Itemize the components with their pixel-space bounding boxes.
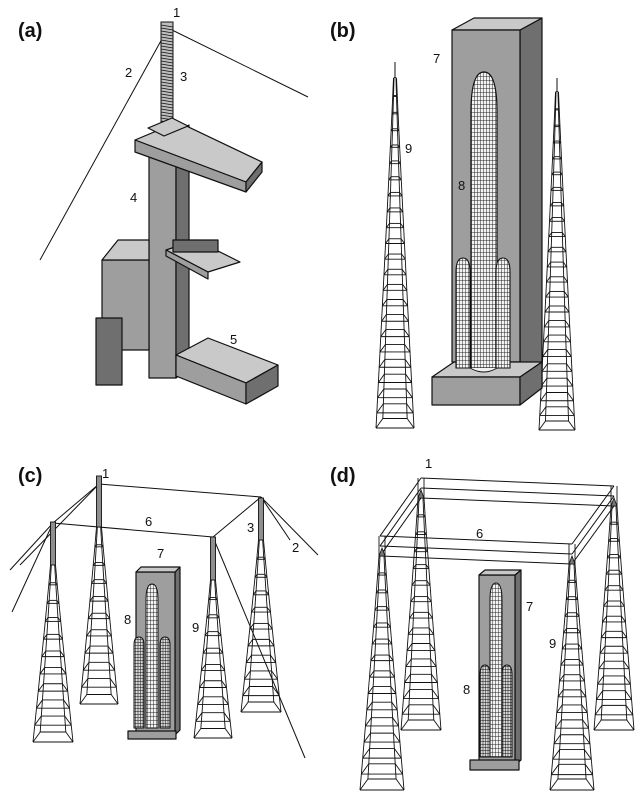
left-block-top [101, 239, 150, 261]
lattice-tower-c2 [79, 475, 119, 705]
lattice-tower-right [538, 78, 576, 431]
launch-base-side [519, 361, 543, 406]
panel-c: (c) 1 6 3 2 7 [9, 465, 319, 759]
label-d-9: 9 [549, 636, 556, 651]
lattice-tower-d4 [593, 496, 635, 731]
label-a-2: 2 [125, 65, 132, 80]
label-c-8: 8 [124, 612, 131, 627]
label-a-1: 1 [173, 5, 180, 20]
label-c-3: 3 [247, 520, 254, 535]
label-c-7: 7 [157, 546, 164, 561]
panel-b-label: (b) [330, 20, 356, 42]
c-rocket [133, 583, 171, 729]
lattice-tower-c3 [193, 536, 233, 739]
label-c-6: 6 [145, 514, 152, 529]
label-d-6: 6 [476, 526, 483, 541]
c-structure-top [135, 566, 181, 573]
label-a-4: 4 [130, 190, 137, 205]
lattice-tower-d3 [549, 554, 595, 791]
label-a-5: 5 [230, 332, 237, 347]
lattice-tower-c4 [240, 497, 282, 713]
label-c-9: 9 [192, 620, 199, 635]
d-rocket [479, 582, 513, 758]
lattice-tower-d1 [359, 546, 405, 791]
lattice-tower-c1 [32, 521, 74, 743]
panel-d-label: (d) [330, 465, 356, 487]
guy-wire-left [39, 27, 169, 261]
c-structure-side [174, 566, 181, 736]
lattice-tower-left [375, 62, 415, 429]
middle-arm-front [165, 249, 209, 280]
lightning-mast [160, 21, 174, 133]
label-b-7: 7 [433, 51, 440, 66]
overhead-wire-net [9, 483, 319, 759]
c-base [127, 730, 177, 740]
label-d-1: 1 [425, 456, 432, 471]
guy-wire-right [167, 27, 309, 98]
middle-block [172, 239, 219, 253]
upper-arm-end [245, 161, 263, 193]
d-base [469, 759, 520, 771]
launch-structure-side [519, 17, 543, 403]
label-d-7: 7 [526, 599, 533, 614]
label-a-3: 3 [180, 69, 187, 84]
label-c-1: 1 [102, 466, 109, 481]
panel-a-label: (a) [18, 20, 42, 42]
label-c-2: 2 [292, 540, 299, 555]
panel-a: (a) 1 2 3 4 5 [18, 5, 309, 405]
d-structure-top [478, 569, 522, 576]
d-overhead-wires [379, 477, 615, 565]
rocket [455, 71, 511, 373]
tower-cap [147, 117, 189, 137]
label-b-9: 9 [405, 141, 412, 156]
d-structure-side [514, 569, 522, 766]
label-b-8: 8 [458, 178, 465, 193]
base-block-side [245, 364, 279, 405]
panel-d: (d) 1 6 7 [330, 456, 635, 791]
label-d-8: 8 [463, 682, 470, 697]
launch-base-front [431, 376, 521, 406]
lattice-tower-d2 [400, 488, 442, 731]
panel-c-label: (c) [18, 465, 42, 487]
left-support [95, 317, 123, 386]
panel-b: (b) 7 8 9 [330, 17, 576, 431]
